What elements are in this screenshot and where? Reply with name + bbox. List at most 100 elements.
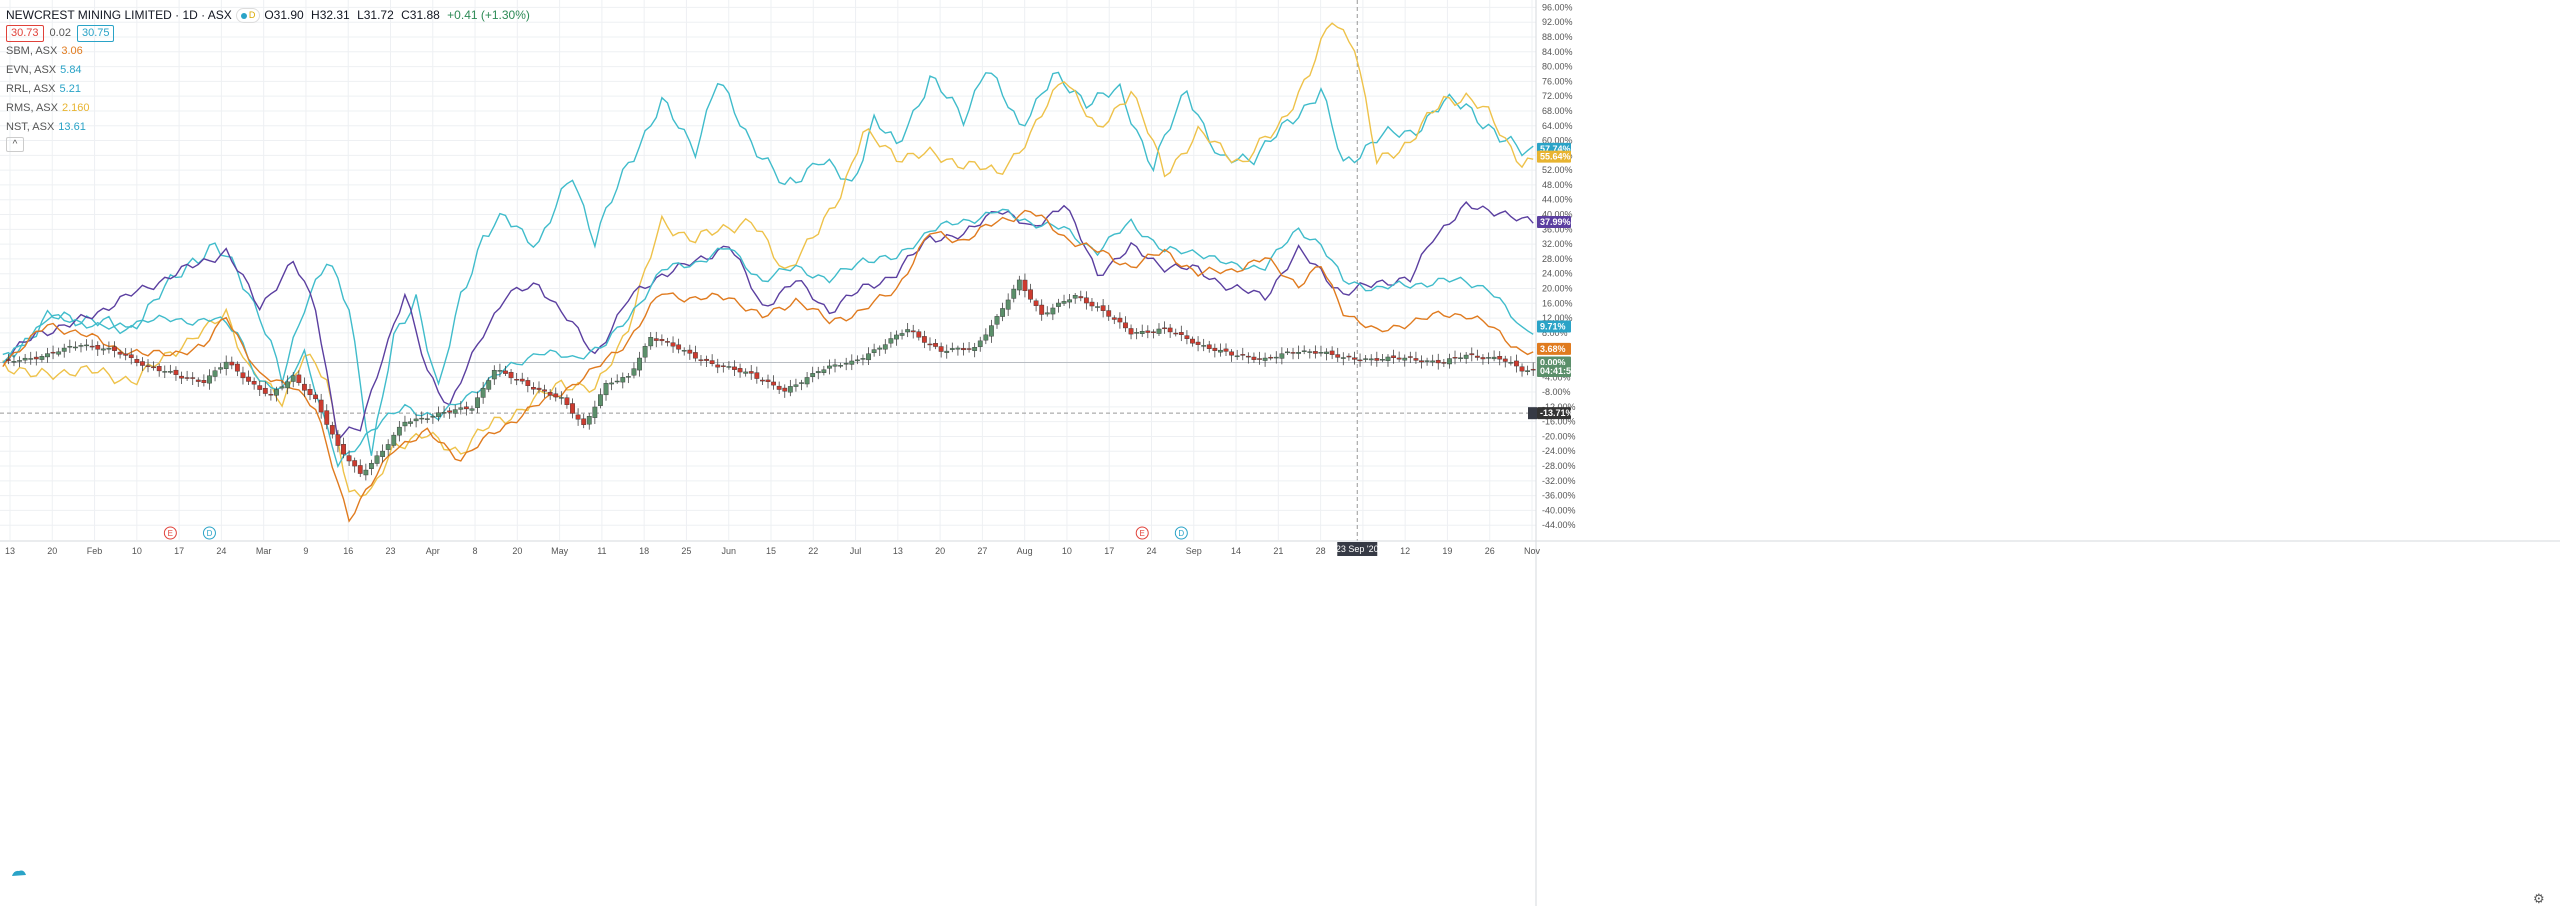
candle-body[interactable] <box>1050 307 1056 315</box>
candle-body[interactable] <box>112 346 117 351</box>
candle-body[interactable] <box>1111 317 1117 320</box>
gear-icon[interactable]: ⚙ <box>2533 891 2545 906</box>
candle-body[interactable] <box>408 421 413 424</box>
candle-body[interactable] <box>916 331 922 338</box>
candle-body[interactable] <box>832 364 838 367</box>
candle-body[interactable] <box>961 348 966 351</box>
candle-body[interactable] <box>1089 301 1095 307</box>
candle-body[interactable] <box>84 344 89 347</box>
candle-body[interactable] <box>637 357 642 371</box>
candle-body[interactable] <box>547 392 553 396</box>
candle-body[interactable] <box>1106 310 1112 317</box>
candle-body[interactable] <box>586 416 592 425</box>
candle-body[interactable] <box>882 344 888 350</box>
candle-body[interactable] <box>413 418 419 422</box>
candle-body[interactable] <box>933 343 938 347</box>
candle-body[interactable] <box>927 343 933 346</box>
candle-body[interactable] <box>463 406 469 410</box>
candle-body[interactable] <box>184 377 190 379</box>
candle-body[interactable] <box>676 344 682 350</box>
legend-item[interactable]: NST, ASX 13.61 <box>6 118 534 137</box>
candle-body[interactable] <box>1391 355 1396 359</box>
candle-body[interactable] <box>1385 356 1391 361</box>
data-status-chip[interactable]: D <box>235 8 261 23</box>
series-line-evn[interactable] <box>2 208 1534 469</box>
tradingview-logo-icon[interactable] <box>10 866 28 880</box>
candle-body[interactable] <box>782 387 788 392</box>
candle-body[interactable] <box>156 366 162 372</box>
candle-body[interactable] <box>1016 279 1022 291</box>
candle-body[interactable] <box>134 359 140 363</box>
candle-body[interactable] <box>67 346 73 348</box>
candle-body[interactable] <box>575 414 581 420</box>
candle-body[interactable] <box>335 434 341 446</box>
candle-body[interactable] <box>698 359 704 361</box>
chevron-up-icon[interactable]: ^ <box>6 137 24 152</box>
candle-body[interactable] <box>1234 355 1240 358</box>
event-marker[interactable] <box>163 526 177 540</box>
candle-body[interactable] <box>1190 338 1195 344</box>
candle-body[interactable] <box>374 455 380 464</box>
candle-body[interactable] <box>827 365 832 369</box>
candle-body[interactable] <box>514 379 520 381</box>
candle-body[interactable] <box>1139 331 1145 334</box>
series-line-sbm[interactable] <box>2 209 1534 523</box>
candle-body[interactable] <box>73 346 78 349</box>
candle-body[interactable] <box>793 384 799 387</box>
candle-body[interactable] <box>369 463 374 469</box>
candle-body[interactable] <box>765 379 771 382</box>
event-marker[interactable] <box>1174 526 1188 540</box>
candle-body[interactable] <box>1279 353 1285 359</box>
legend-item[interactable]: RMS, ASX 2.160 <box>6 99 534 118</box>
candle-body[interactable] <box>558 397 564 399</box>
candle-body[interactable] <box>1329 350 1335 355</box>
candle-body[interactable] <box>1251 356 1257 360</box>
candle-body[interactable] <box>1290 352 1296 354</box>
series-line-purple[interactable] <box>2 201 1534 442</box>
candle-body[interactable] <box>1301 350 1307 352</box>
candle-body[interactable] <box>128 354 134 359</box>
candle-body[interactable] <box>642 346 648 358</box>
candle-body[interactable] <box>195 379 201 382</box>
candle-body[interactable] <box>910 330 916 333</box>
candle-body[interactable] <box>665 341 670 343</box>
candle-body[interactable] <box>966 348 972 350</box>
candle-body[interactable] <box>821 369 827 373</box>
candle-body[interactable] <box>692 352 698 359</box>
candle-body[interactable] <box>1000 308 1005 317</box>
candle-body[interactable] <box>787 386 793 393</box>
candle-body[interactable] <box>1005 299 1011 310</box>
candle-body[interactable] <box>1296 351 1302 354</box>
candle-body[interactable] <box>1240 354 1246 356</box>
candle-body[interactable] <box>240 372 246 379</box>
candle-body[interactable] <box>39 356 45 360</box>
candle-body[interactable] <box>212 370 218 377</box>
candle-body[interactable] <box>519 378 525 382</box>
candle-body[interactable] <box>592 406 598 418</box>
legend-item[interactable]: SBM, ASX 3.06 <box>6 42 534 61</box>
candle-body[interactable] <box>1245 355 1251 358</box>
candle-body[interactable] <box>497 370 503 372</box>
candle-body[interactable] <box>720 365 726 367</box>
candle-body[interactable] <box>100 348 106 351</box>
candle-body[interactable] <box>290 375 296 382</box>
candle-body[interactable] <box>391 434 397 446</box>
candle-body[interactable] <box>1407 356 1413 358</box>
plus-button[interactable] <box>1528 407 1537 420</box>
candle-body[interactable] <box>123 353 129 356</box>
candle-body[interactable] <box>201 380 207 383</box>
candle-body[interactable] <box>726 366 732 368</box>
candle-body[interactable] <box>1044 312 1050 315</box>
candle-body[interactable] <box>486 380 492 390</box>
candle-body[interactable] <box>1514 360 1519 367</box>
candle-body[interactable] <box>452 409 458 414</box>
candle-body[interactable] <box>1173 332 1179 335</box>
candle-body[interactable] <box>56 351 62 355</box>
candle-body[interactable] <box>218 367 224 370</box>
candle-body[interactable] <box>1379 359 1385 361</box>
candle-body[interactable] <box>167 371 173 373</box>
candle-body[interactable] <box>1212 347 1218 351</box>
candle-body[interactable] <box>1061 301 1067 304</box>
candle-body[interactable] <box>1083 297 1089 304</box>
